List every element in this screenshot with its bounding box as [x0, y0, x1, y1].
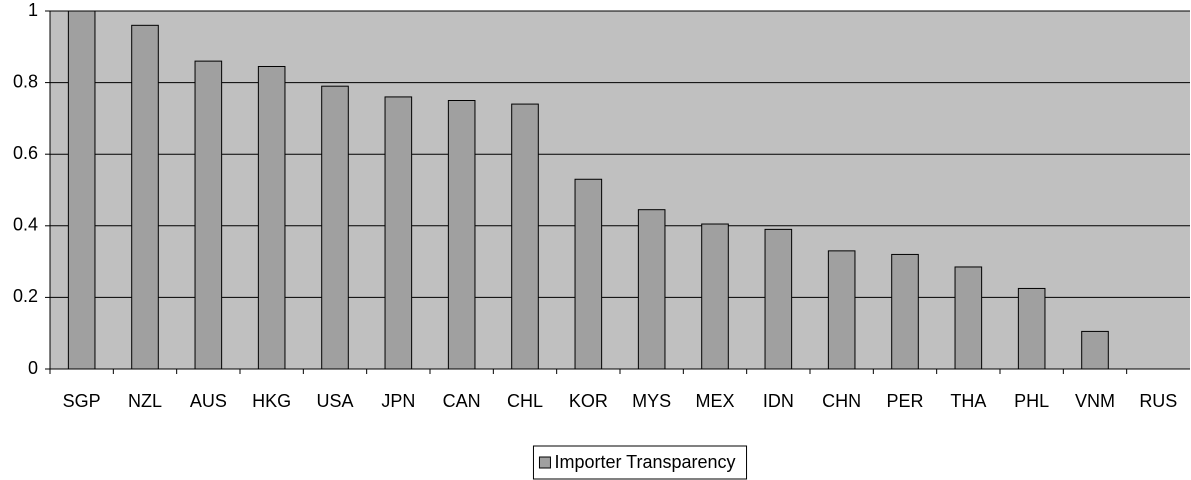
x-tick-label: THA [950, 391, 986, 411]
legend-swatch [538, 456, 551, 469]
x-tick-label: VNM [1075, 391, 1115, 411]
bar [574, 178, 603, 370]
bar [67, 10, 96, 370]
bar [764, 228, 793, 370]
y-tick-label: 0.8 [13, 71, 38, 91]
x-tick-label: KOR [569, 391, 608, 411]
y-tick-label: 0.6 [13, 143, 38, 163]
x-tick-label: CHL [507, 391, 543, 411]
x-tick-label: CHN [822, 391, 861, 411]
x-tick-label: AUS [190, 391, 227, 411]
bar [827, 250, 856, 370]
bar [257, 65, 286, 370]
legend-box [532, 445, 748, 480]
x-tick-label: IDN [763, 391, 794, 411]
x-tick-label: RUS [1139, 391, 1177, 411]
x-tick-label: NZL [128, 391, 162, 411]
x-tick-label: PER [886, 391, 923, 411]
x-tick-label: HKG [252, 391, 291, 411]
x-tick-label: MEX [695, 391, 734, 411]
bar [321, 85, 349, 370]
bar [511, 103, 539, 370]
bar [131, 24, 159, 370]
bar [637, 209, 666, 370]
x-tick-label: SGP [63, 391, 101, 411]
x-tick-label: JPN [381, 391, 415, 411]
legend-label: Importer Transparency [554, 452, 735, 472]
bar [954, 266, 983, 370]
y-tick-label: 0.4 [13, 215, 38, 235]
plot-area [50, 11, 1190, 369]
x-tick-label: CAN [443, 391, 481, 411]
bar [891, 253, 919, 370]
bar [1081, 330, 1109, 370]
bar [447, 100, 476, 370]
x-tick-label: USA [316, 391, 353, 411]
y-tick-label: 0 [28, 358, 38, 378]
x-tick-label: PHL [1014, 391, 1049, 411]
y-tick-label: 0.2 [13, 286, 38, 306]
bar [194, 60, 223, 370]
bar [701, 223, 729, 370]
y-tick-label: 1 [28, 0, 38, 20]
x-tick-label: MYS [632, 391, 671, 411]
bar [384, 96, 413, 370]
bar [1017, 287, 1046, 370]
